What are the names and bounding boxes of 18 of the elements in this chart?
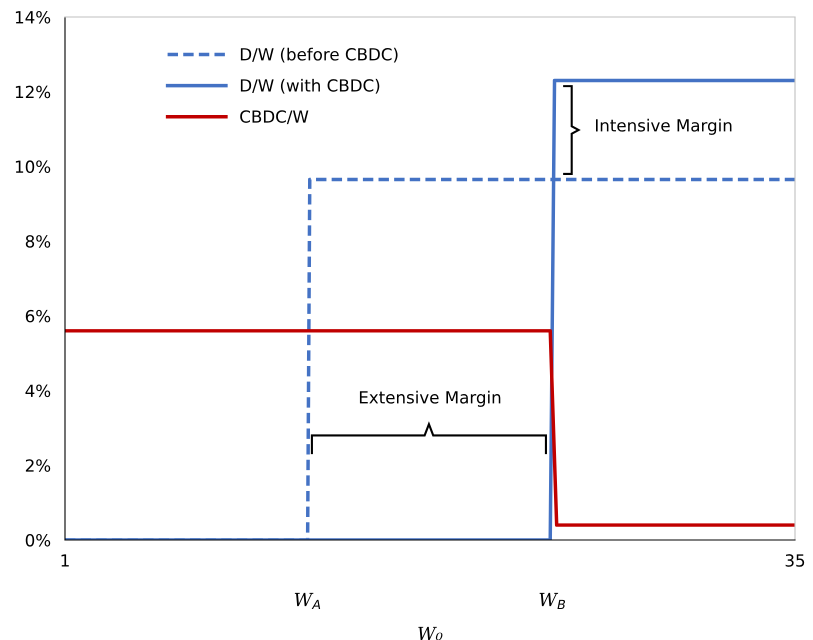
y-tick-label: 6% — [26, 310, 50, 322]
y-tick-label: 2% — [26, 459, 50, 472]
y-tick-label: 8% — [26, 235, 50, 248]
y-tick-label: 4% — [25, 384, 50, 398]
legend-label: D/W (with CBDC) — [240, 78, 380, 94]
legend-label: CBDC/W — [240, 110, 308, 124]
y-tick-label: 12% — [16, 86, 50, 98]
y-tick-label: 10% — [16, 160, 50, 173]
x-axis-title: W₀ — [418, 626, 442, 640]
y-tick-label: 0% — [26, 534, 50, 547]
annotation: Intensive Margin — [596, 118, 732, 135]
annotation: W$_{B}$ — [540, 592, 566, 610]
annotation: W$_{A}$ — [294, 592, 320, 610]
x-tick-label: 35 — [786, 554, 804, 567]
annotation: Extensive Margin — [360, 390, 500, 407]
y-tick-label: 14% — [16, 10, 50, 24]
legend-label: D/W (before CBDC) — [240, 48, 398, 63]
x-tick-label: 1 — [62, 554, 69, 567]
